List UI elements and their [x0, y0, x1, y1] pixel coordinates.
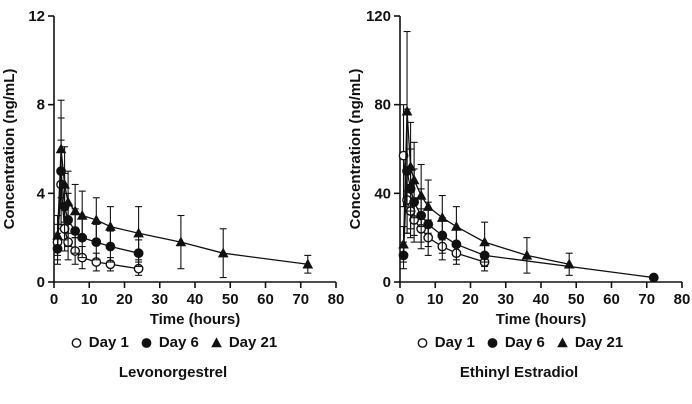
svg-text:80: 80: [674, 291, 691, 308]
legend-label-day-6: Day 6: [504, 333, 545, 351]
chart-panel-ethinyl-estradiol: 0 40 80 120 0 10 20 30 40 50 60 70 80 Concentration (…: [346, 0, 692, 404]
filled-triangle-icon: [211, 336, 222, 347]
legend-item-day-21: Day 21: [209, 334, 277, 351]
svg-text:30: 30: [497, 291, 514, 308]
svg-text:80: 80: [328, 291, 345, 308]
svg-text:10: 10: [81, 291, 98, 308]
svg-text:4: 4: [37, 185, 46, 202]
plot-levonorgestrel: 0 4 8 12 0 10 20 30 40 50 60 70 80 Concentration (ng/…: [1, 8, 345, 328]
svg-text:20: 20: [116, 291, 133, 308]
legend-label-day-1: Day 1: [88, 333, 129, 351]
open-circle-icon: [417, 337, 428, 348]
filled-circle-icon: [141, 337, 152, 348]
svg-text:70: 70: [292, 291, 309, 308]
svg-text:40: 40: [533, 291, 550, 308]
legend-ethinyl-estradiol: Day 1 Day 6 Day 21: [415, 330, 623, 354]
svg-text:12: 12: [28, 8, 45, 25]
svg-text:40: 40: [187, 291, 204, 308]
legend-label-day-21: Day 21: [228, 333, 278, 351]
svg-text:80: 80: [374, 97, 391, 114]
legend-item-day-1: Day 1: [415, 334, 475, 351]
legend-item-day-6: Day 6: [485, 334, 545, 351]
legend-label-day-21: Day 21: [574, 333, 624, 351]
plot-ethinyl-estradiol: 0 40 80 120 0 10 20 30 40 50 60 70 80 Concentration (…: [347, 8, 691, 328]
svg-text:30: 30: [151, 291, 168, 308]
chart-title-levonorgestrel: Levonorgestrel: [118, 364, 228, 381]
svg-text:Time (hours): Time (hours): [150, 311, 241, 328]
svg-text:0: 0: [37, 274, 45, 291]
legend-levonorgestrel: Day 1 Day 6 Day 21: [69, 330, 277, 354]
svg-text:20: 20: [462, 291, 479, 308]
svg-text:60: 60: [603, 291, 620, 308]
legend-item-day-1: Day 1: [69, 334, 129, 351]
open-circle-icon: [71, 337, 82, 348]
legend-item-day-6: Day 6: [139, 334, 199, 351]
svg-text:50: 50: [568, 291, 585, 308]
legend-label-day-6: Day 6: [158, 333, 199, 351]
filled-circle-icon: [487, 337, 498, 348]
svg-text:0: 0: [50, 291, 58, 308]
svg-text:70: 70: [638, 291, 655, 308]
chart-panel-levonorgestrel: 0 4 8 12 0 10 20 30 40 50 60 70 80 Concentration (ng/…: [1, 8, 345, 381]
svg-text:Concentration (ng/mL): Concentration (ng/mL): [347, 69, 364, 230]
chart-title-ethinyl-estradiol: Ethinyl Estradiol: [459, 364, 579, 381]
legend-item-day-21: Day 21: [555, 334, 623, 351]
svg-text:120: 120: [366, 8, 391, 25]
svg-text:0: 0: [383, 274, 391, 291]
svg-text:Concentration (ng/mL): Concentration (ng/mL): [1, 69, 18, 230]
svg-text:0: 0: [396, 291, 404, 308]
svg-text:60: 60: [257, 291, 274, 308]
svg-text:8: 8: [37, 97, 45, 114]
svg-text:Time (hours): Time (hours): [496, 311, 587, 328]
filled-triangle-icon: [557, 336, 568, 347]
svg-text:10: 10: [427, 291, 444, 308]
svg-text:40: 40: [374, 185, 391, 202]
legend-label-day-1: Day 1: [434, 333, 475, 351]
svg-text:50: 50: [222, 291, 239, 308]
